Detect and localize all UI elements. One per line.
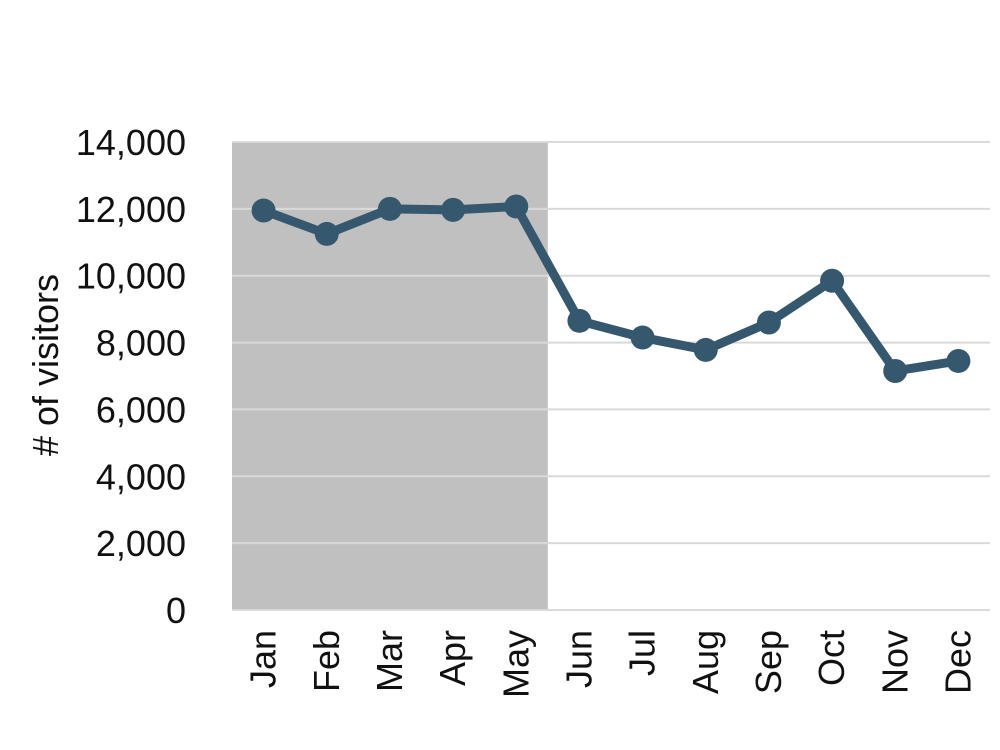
data-point-feb <box>314 221 339 246</box>
data-point-oct <box>820 268 845 293</box>
y-tick-label: 0 <box>166 590 186 631</box>
x-tick-label: Mar <box>369 630 410 692</box>
data-point-jun <box>567 308 592 333</box>
x-tick-label: Sep <box>748 630 789 694</box>
gridline-layer <box>232 141 990 611</box>
y-tick-label: 14,000 <box>76 122 186 163</box>
y-tick-label: 2,000 <box>96 523 186 564</box>
x-tick-label-layer: Jan Feb Mar Apr May Jun Jul Aug Sep Oct Nov Dec <box>243 630 979 698</box>
data-point-nov <box>883 358 908 383</box>
x-tick-label: Apr <box>432 630 473 686</box>
data-point-dec <box>946 348 971 373</box>
x-tick-label: Jul <box>622 630 663 676</box>
data-point-sep <box>756 310 781 335</box>
x-tick-label: Feb <box>306 630 347 692</box>
x-tick-label: May <box>495 630 536 698</box>
y-tick-label: 4,000 <box>96 456 186 497</box>
data-point-apr <box>441 197 466 222</box>
series-layer <box>251 194 971 383</box>
data-point-jan <box>251 198 276 223</box>
data-point-mar <box>377 196 402 221</box>
y-tick-label-layer: 0 2,000 4,000 6,000 8,000 10,000 12,000 14,000 <box>76 122 186 631</box>
x-tick-label: Oct <box>811 630 852 686</box>
data-point-may <box>504 194 529 219</box>
x-tick-label: Jan <box>243 630 284 688</box>
data-point-aug <box>693 337 718 362</box>
y-axis-title: # of visitors <box>25 274 66 456</box>
y-tick-label: 8,000 <box>96 323 186 364</box>
x-tick-label: Jun <box>558 630 599 688</box>
x-tick-label: Aug <box>685 630 726 694</box>
x-tick-label: Nov <box>874 630 915 694</box>
data-point-jul <box>630 325 655 350</box>
y-tick-label: 6,000 <box>96 389 186 430</box>
y-tick-label: 12,000 <box>76 189 186 230</box>
y-tick-label: 10,000 <box>76 256 186 297</box>
x-tick-label: Dec <box>937 630 978 694</box>
